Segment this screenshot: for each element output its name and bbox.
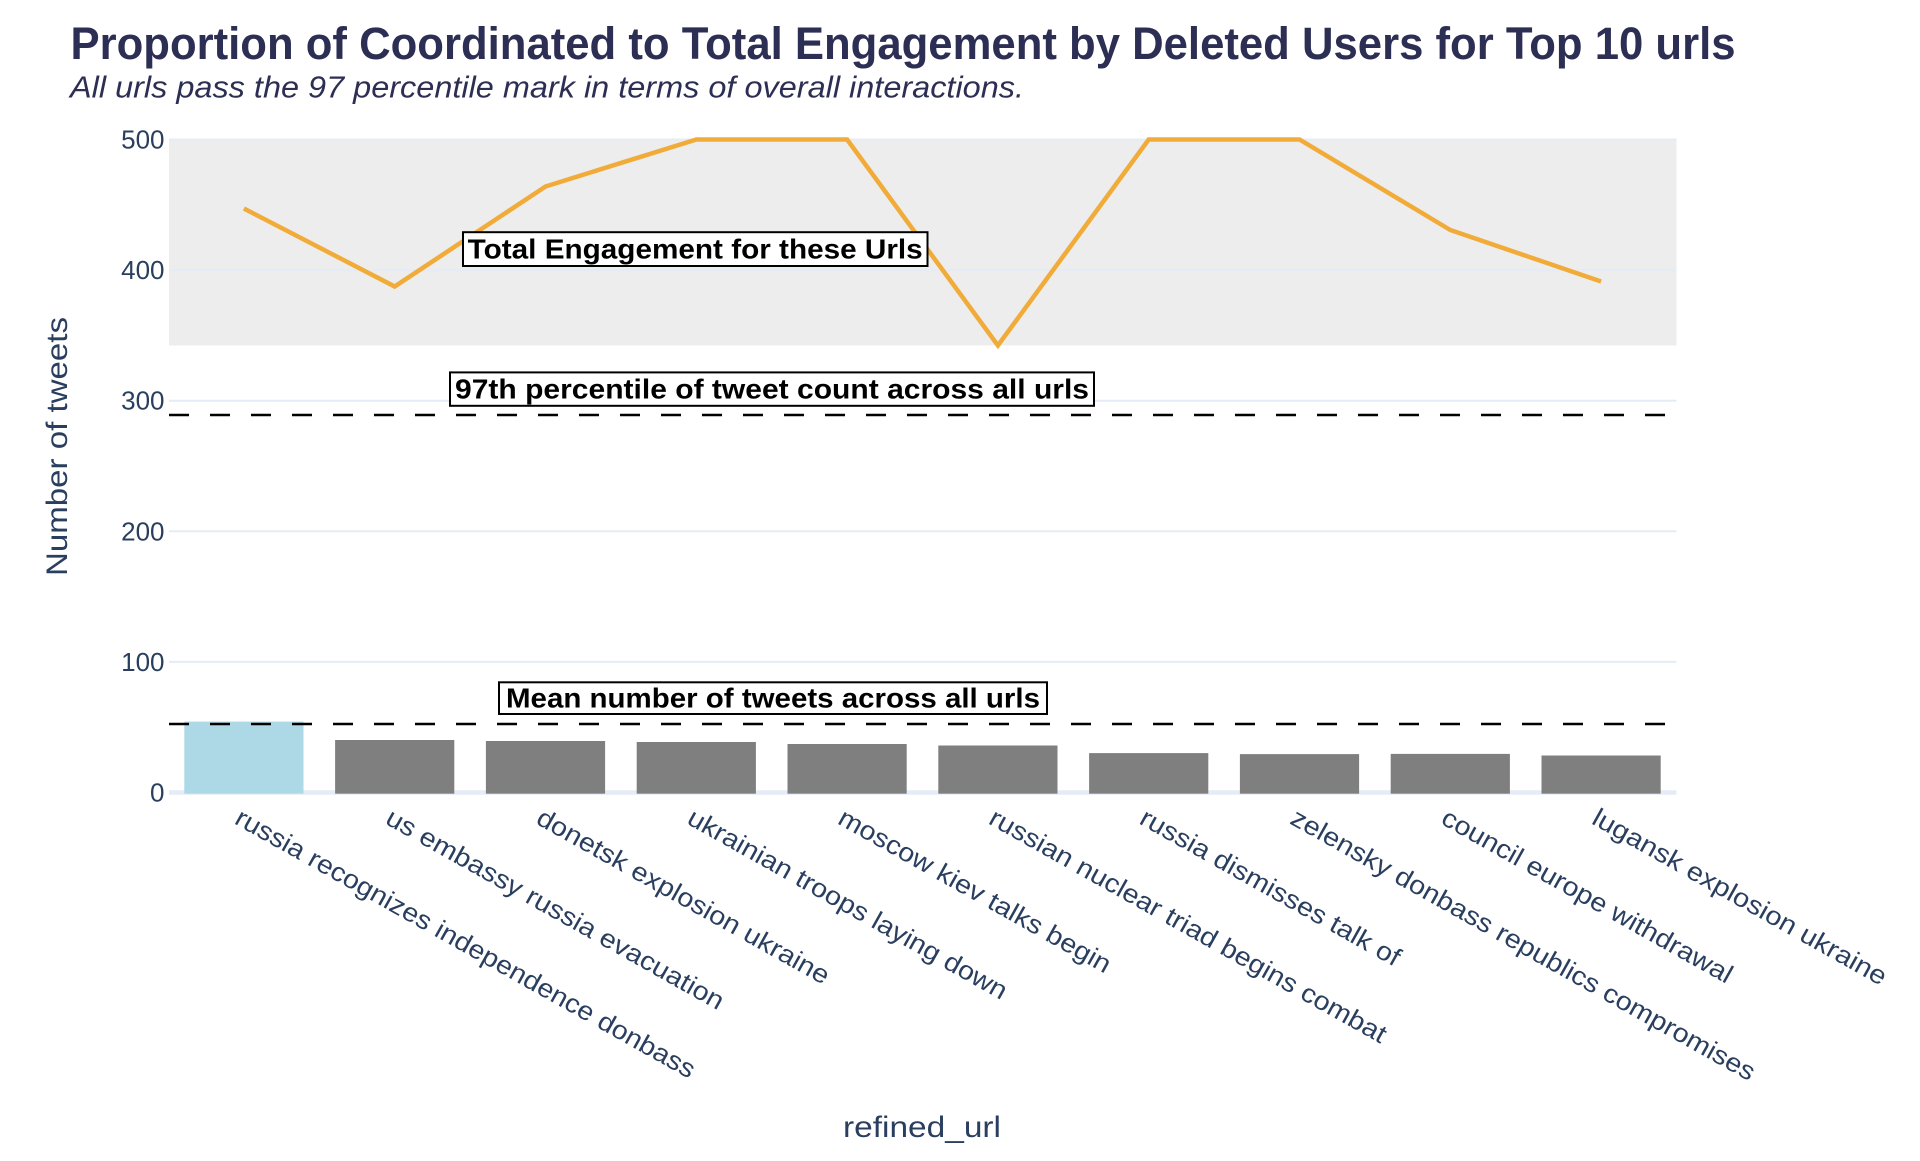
- svg-text:All urls pass the 97 percentil: All urls pass the 97 percentile mark in …: [68, 70, 1024, 105]
- svg-text:300: 300: [121, 386, 164, 416]
- svg-text:500: 500: [121, 125, 164, 155]
- svg-text:400: 400: [121, 255, 164, 285]
- svg-text:Total Engagement for these Url: Total Engagement for these Urls: [468, 234, 923, 265]
- svg-text:refined_url: refined_url: [843, 1111, 1001, 1144]
- svg-text:0: 0: [150, 778, 164, 808]
- svg-text:200: 200: [121, 516, 164, 546]
- svg-text:Number of tweets: Number of tweets: [41, 317, 74, 576]
- svg-text:97th percentile of tweet count: 97th percentile of tweet count across al…: [455, 374, 1089, 405]
- svg-text:100: 100: [121, 647, 164, 677]
- svg-text:Mean number of tweets across a: Mean number of tweets across all urls: [506, 683, 1040, 714]
- svg-text:Proportion of Coordinated to T: Proportion of Coordinated to Total Engag…: [71, 18, 1736, 69]
